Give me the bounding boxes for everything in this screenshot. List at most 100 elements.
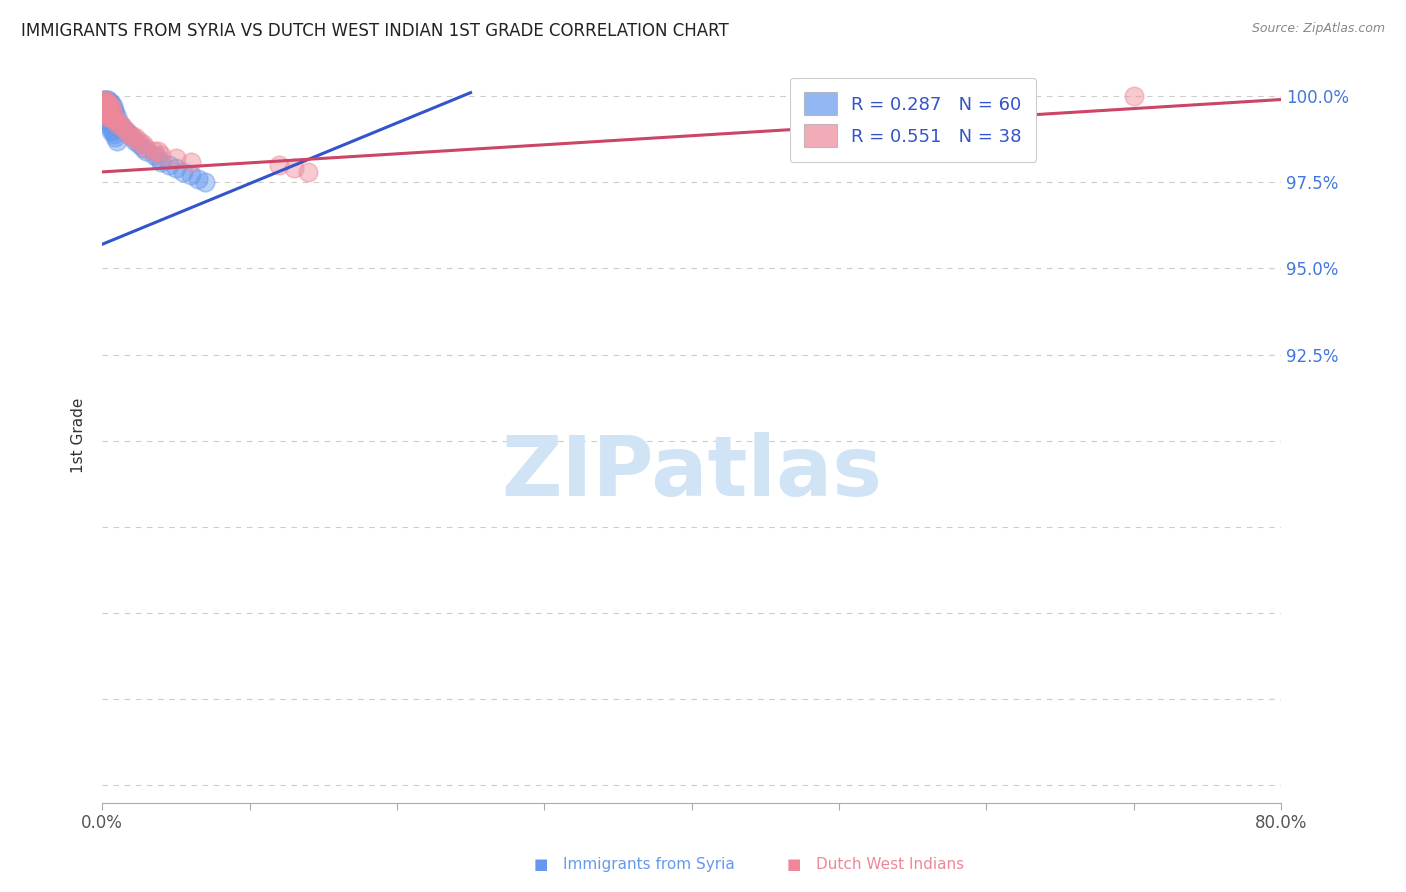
- Point: [105, 134, 128, 148]
- Point: [103, 110, 125, 124]
- Point: [94, 99, 117, 113]
- Point: [112, 123, 135, 137]
- Point: [118, 127, 141, 141]
- Point: [93, 99, 115, 113]
- Point: [93, 106, 115, 120]
- Point: [93, 95, 115, 110]
- Point: [1122, 89, 1144, 103]
- Point: [100, 123, 122, 137]
- Point: [165, 151, 187, 165]
- Point: [98, 99, 121, 113]
- Point: [101, 99, 124, 113]
- Point: [93, 110, 115, 124]
- Point: [124, 130, 146, 145]
- Point: [96, 110, 118, 124]
- Point: [135, 145, 157, 159]
- Text: IMMIGRANTS FROM SYRIA VS DUTCH WEST INDIAN 1ST GRADE CORRELATION CHART: IMMIGRANTS FROM SYRIA VS DUTCH WEST INDI…: [21, 22, 728, 40]
- Point: [96, 93, 118, 107]
- Point: [124, 134, 146, 148]
- Point: [104, 117, 127, 131]
- Point: [100, 106, 122, 120]
- Point: [94, 99, 117, 113]
- Point: [103, 127, 125, 141]
- Point: [101, 110, 124, 124]
- Point: [132, 141, 155, 155]
- Point: [97, 113, 120, 128]
- Point: [105, 110, 128, 124]
- Point: [104, 113, 127, 128]
- Point: [98, 117, 121, 131]
- Point: [114, 123, 136, 137]
- Point: [93, 95, 115, 110]
- Point: [94, 106, 117, 120]
- Text: ZIPatlas: ZIPatlas: [501, 432, 882, 513]
- Text: ■   Immigrants from Syria: ■ Immigrants from Syria: [534, 857, 735, 872]
- Point: [150, 147, 173, 161]
- Point: [98, 110, 121, 124]
- Point: [100, 99, 122, 113]
- Point: [104, 130, 127, 145]
- Point: [97, 93, 120, 107]
- Point: [111, 120, 134, 134]
- Point: [93, 93, 115, 107]
- Point: [180, 169, 202, 183]
- Point: [283, 161, 305, 176]
- Point: [180, 154, 202, 169]
- Point: [108, 117, 131, 131]
- Point: [97, 106, 120, 120]
- Point: [187, 171, 209, 186]
- Point: [98, 110, 121, 124]
- Point: [135, 141, 157, 155]
- Point: [94, 93, 117, 107]
- Point: [94, 93, 117, 107]
- Text: Source: ZipAtlas.com: Source: ZipAtlas.com: [1251, 22, 1385, 36]
- Point: [96, 95, 118, 110]
- Point: [132, 137, 155, 152]
- Point: [128, 137, 150, 152]
- Point: [148, 151, 170, 165]
- Point: [105, 120, 128, 134]
- Point: [96, 95, 118, 110]
- Point: [165, 161, 187, 176]
- Point: [148, 145, 170, 159]
- Point: [105, 117, 128, 131]
- Point: [103, 103, 125, 117]
- Point: [150, 154, 173, 169]
- Point: [97, 99, 120, 113]
- Point: [97, 106, 120, 120]
- Point: [118, 127, 141, 141]
- Point: [98, 120, 121, 134]
- Point: [114, 123, 136, 137]
- Point: [121, 130, 143, 145]
- Point: [94, 113, 117, 128]
- Text: ■   Dutch West Indians: ■ Dutch West Indians: [787, 857, 965, 872]
- Point: [98, 103, 121, 117]
- Point: [96, 103, 118, 117]
- Legend: R = 0.287   N = 60, R = 0.551   N = 38: R = 0.287 N = 60, R = 0.551 N = 38: [790, 78, 1036, 161]
- Point: [93, 93, 115, 107]
- Point: [172, 165, 194, 179]
- Point: [101, 123, 124, 137]
- Point: [828, 89, 851, 103]
- Point: [128, 134, 150, 148]
- Point: [142, 145, 165, 159]
- Point: [93, 103, 115, 117]
- Point: [142, 147, 165, 161]
- Point: [121, 130, 143, 145]
- Point: [110, 120, 132, 134]
- Point: [194, 175, 217, 189]
- Point: [108, 117, 131, 131]
- Point: [93, 99, 115, 113]
- Point: [96, 113, 118, 128]
- Point: [157, 158, 180, 172]
- Point: [297, 165, 319, 179]
- Point: [94, 106, 117, 120]
- Point: [100, 110, 122, 124]
- Point: [96, 103, 118, 117]
- Point: [267, 158, 290, 172]
- Point: [94, 95, 117, 110]
- Point: [96, 110, 118, 124]
- Y-axis label: 1st Grade: 1st Grade: [72, 398, 86, 474]
- Point: [100, 95, 122, 110]
- Point: [104, 106, 127, 120]
